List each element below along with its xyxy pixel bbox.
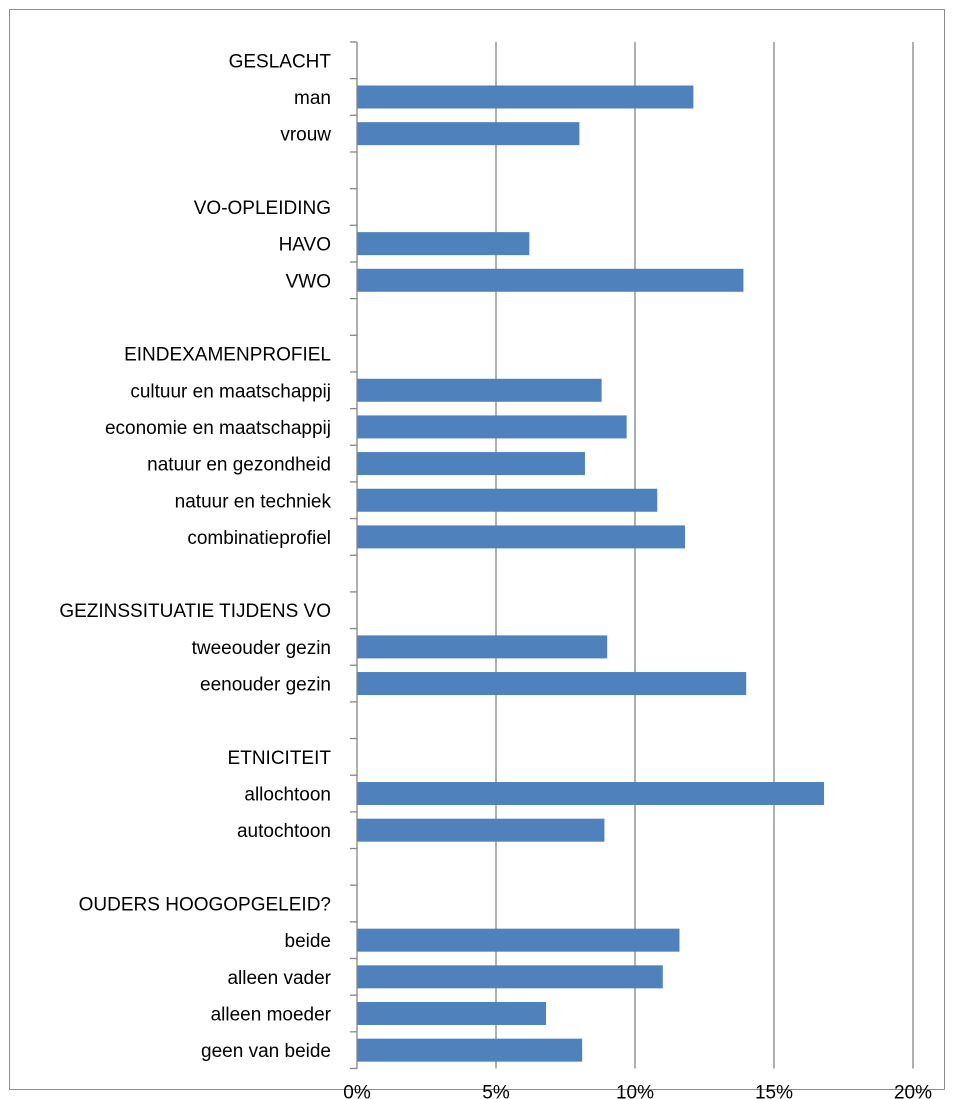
category-label: HAVO [279, 235, 331, 256]
bar [357, 928, 680, 952]
category-label: VO-OPLEIDING [194, 198, 331, 219]
bar [357, 672, 747, 696]
x-tick-label: 0% [343, 1082, 371, 1099]
category-label: allochtoon [244, 785, 331, 806]
bar [357, 378, 602, 402]
category-label: geen van beide [201, 1041, 331, 1062]
category-label: alleen moeder [211, 1004, 332, 1025]
category-label: ETNICITEIT [228, 748, 332, 769]
gridlines [495, 42, 914, 1069]
bar [357, 818, 605, 842]
bar [357, 122, 580, 146]
bar [357, 1038, 583, 1062]
category-label: alleen vader [227, 968, 331, 989]
bar [357, 488, 658, 512]
category-label: economie en maatschappij [105, 418, 331, 439]
x-tick-label: 5% [482, 1082, 510, 1099]
bar [357, 85, 694, 109]
category-axis [350, 41, 358, 1070]
bar [357, 452, 585, 476]
bar [357, 1001, 547, 1025]
bar [357, 268, 744, 292]
category-label: VWO [286, 271, 331, 292]
category-label: EINDEXAMENPROFIEL [124, 345, 331, 366]
category-label: GEZINSSITUATIE TIJDENS VO [59, 601, 331, 622]
category-label: beide [285, 931, 332, 952]
category-label: combinatieprofiel [187, 528, 331, 549]
category-label: cultuur en maatschappij [130, 381, 331, 402]
x-tick-label: 10% [616, 1082, 654, 1099]
bar [357, 525, 686, 549]
bars [357, 85, 825, 1062]
category-label: man [294, 88, 331, 109]
category-labels: GESLACHT man vrouw VO-OPLEIDING HAVO VWO EINDE… [59, 51, 331, 1062]
category-label: GESLACHT [229, 51, 332, 72]
category-label: vrouw [280, 125, 331, 146]
category-label: natuur en techniek [175, 491, 332, 512]
category-label: natuur en gezondheid [147, 455, 331, 476]
category-label: OUDERS HOOGOPGELEID? [79, 895, 331, 916]
x-tick-labels: 0% 5% 10% 15% 20% [343, 1082, 932, 1099]
chart-frame [9, 9, 945, 1090]
x-tick-label: 15% [755, 1082, 793, 1099]
bar [357, 232, 530, 256]
category-label: autochtoon [237, 821, 331, 842]
bar [357, 415, 627, 439]
category-label: eenouder gezin [200, 675, 331, 696]
category-label: tweeouder gezin [192, 638, 331, 659]
x-tick-label: 20% [894, 1082, 932, 1099]
bar [357, 965, 663, 989]
bar [357, 635, 608, 659]
bar [357, 782, 825, 806]
